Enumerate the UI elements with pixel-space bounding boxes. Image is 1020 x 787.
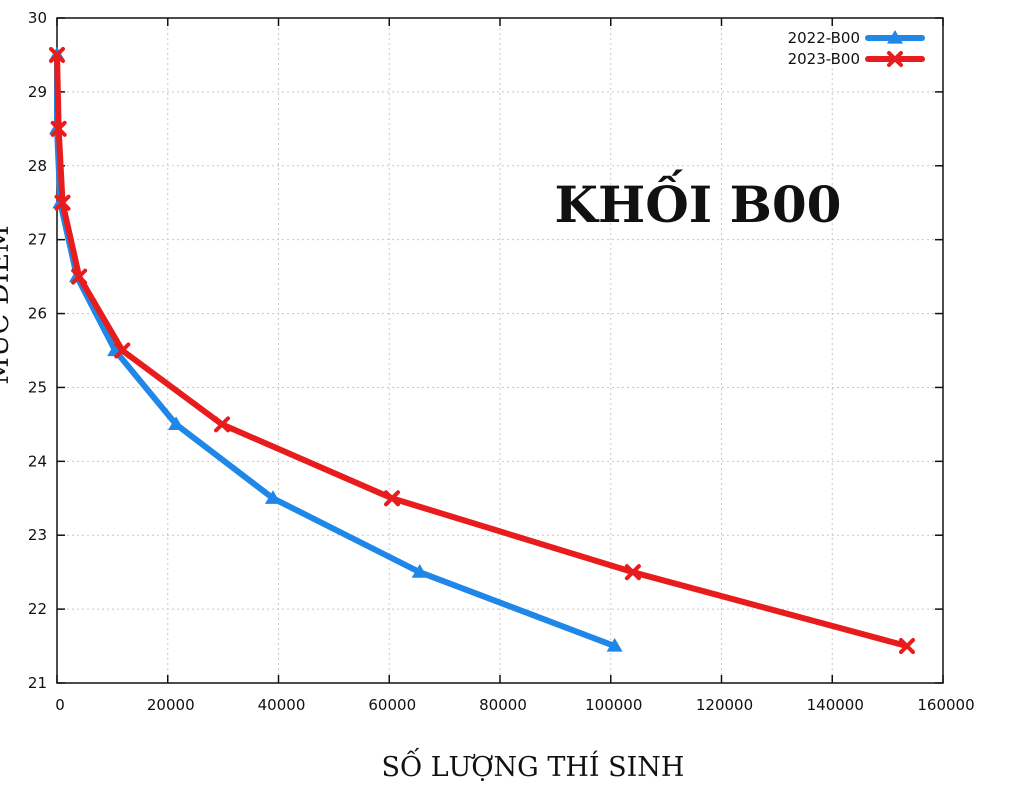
data-point bbox=[50, 120, 67, 137]
x-tick-label: 120000 bbox=[696, 696, 753, 714]
y-tick-label: 22 bbox=[28, 600, 47, 618]
chart-title: KHỐI B00 bbox=[555, 168, 842, 234]
series-line bbox=[54, 51, 911, 650]
data-point bbox=[168, 416, 185, 430]
data-point bbox=[114, 342, 131, 359]
y-tick-label: 30 bbox=[28, 9, 47, 27]
x-axis-label: SỐ LƯỢNG THÍ SINH bbox=[382, 746, 685, 783]
data-point bbox=[899, 638, 916, 655]
y-tick-label: 23 bbox=[28, 526, 47, 544]
y-tick-label: 29 bbox=[28, 83, 47, 101]
data-point bbox=[264, 490, 281, 504]
series-2023-B00 bbox=[49, 46, 916, 655]
x-tick-label: 40000 bbox=[258, 696, 306, 714]
y-tick-label: 28 bbox=[28, 157, 47, 175]
x-tick-label: 80000 bbox=[479, 696, 527, 714]
y-axis: 21 22 23 24 25 26 27 28 29 30 bbox=[28, 9, 943, 692]
y-tick-label: 25 bbox=[28, 378, 47, 396]
y-tick-label: 26 bbox=[28, 305, 47, 323]
x-tick-label: 20000 bbox=[147, 696, 195, 714]
data-point bbox=[606, 638, 623, 652]
x-tick-label: 100000 bbox=[585, 696, 642, 714]
series-layer bbox=[49, 46, 916, 655]
legend-label: 2022-B00 bbox=[788, 29, 860, 47]
x-tick-label: 0 bbox=[55, 696, 65, 714]
data-point bbox=[71, 268, 88, 285]
data-point bbox=[49, 46, 65, 63]
data-point bbox=[411, 564, 428, 578]
grid bbox=[57, 18, 943, 683]
x-tick-label: 140000 bbox=[807, 696, 864, 714]
data-point bbox=[384, 490, 401, 507]
legend-label: 2023-B00 bbox=[788, 50, 860, 68]
y-tick-label: 24 bbox=[28, 452, 47, 470]
x-tick-label: 160000 bbox=[917, 696, 974, 714]
legend: 2022-B00 2023-B00 bbox=[788, 29, 925, 68]
y-tick-label: 21 bbox=[28, 674, 47, 692]
data-point bbox=[624, 564, 641, 581]
y-axis-label: MỨC ĐIỂM bbox=[0, 225, 15, 384]
x-axis: 0 20000 40000 60000 80000 100000 120000 140000 1… bbox=[55, 18, 975, 714]
data-point bbox=[214, 416, 231, 433]
x-tick-label: 60000 bbox=[368, 696, 416, 714]
series-2022-B00 bbox=[49, 46, 623, 652]
y-tick-label: 27 bbox=[28, 231, 47, 249]
legend-marker bbox=[887, 30, 903, 44]
data-point bbox=[54, 194, 71, 211]
legend-marker bbox=[887, 51, 903, 67]
series-line bbox=[54, 51, 618, 650]
